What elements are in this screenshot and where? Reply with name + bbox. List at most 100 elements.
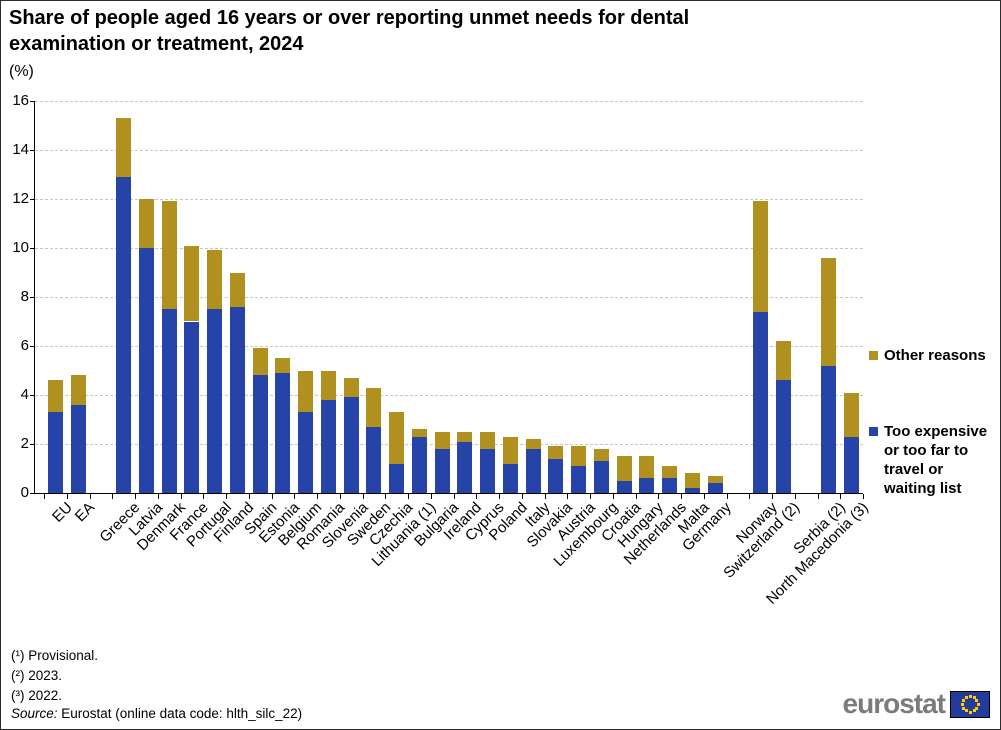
x-axis-tick	[794, 494, 796, 499]
bar-other-reasons-poland	[502, 436, 518, 464]
bar-too-expensive-denmark	[161, 309, 177, 493]
x-axis-tick	[112, 494, 114, 499]
y-axis-tick-10	[30, 248, 34, 249]
bar-too-expensive-portugal	[207, 309, 223, 493]
bar-too-expensive-france	[184, 321, 200, 493]
bar-too-expensive-austria	[571, 466, 587, 493]
bar-other-reasons-eu	[47, 380, 63, 413]
y-axis-label-4: 4	[20, 386, 29, 403]
y-axis-tick-16	[30, 101, 34, 102]
y-axis-label-12: 12	[12, 190, 29, 207]
source-prefix: Source:	[11, 706, 58, 721]
bar-other-reasons-germany	[707, 475, 723, 484]
flag-star	[961, 706, 965, 710]
x-axis-tick	[294, 494, 296, 499]
x-axis-tick	[408, 494, 409, 499]
bar-too-expensive-slovenia	[343, 397, 359, 493]
flag-star	[964, 695, 968, 699]
bar-other-reasons-greece	[116, 118, 132, 177]
y-axis-line	[34, 101, 35, 494]
source-line: Source: Eurostat (online data code: hlth…	[11, 706, 302, 721]
legend-label-other-reasons: Other reasons	[884, 347, 986, 364]
x-axis-tick	[567, 494, 569, 499]
y-axis-label-16: 16	[12, 92, 29, 109]
bar-other-reasons-lithuania-1	[411, 429, 427, 437]
eurostat-logo-text: eurostat	[842, 688, 946, 719]
gridline-16	[35, 101, 863, 102]
x-axis-tick	[749, 494, 751, 499]
flag-star	[972, 709, 976, 713]
x-axis-tick	[385, 494, 387, 499]
x-axis-tick	[635, 494, 637, 499]
bar-other-reasons-ea	[70, 375, 86, 405]
legend-item-other-reasons: Other reasons	[869, 346, 986, 365]
bar-too-expensive-croatia	[616, 480, 632, 493]
x-axis-tick	[135, 494, 136, 499]
flag-star	[968, 694, 972, 698]
x-axis-tick	[499, 494, 500, 499]
y-axis-tick-0	[30, 493, 34, 494]
legend-swatch-other-reasons	[869, 351, 878, 360]
x-axis-tick	[453, 494, 455, 499]
bar-too-expensive-romania	[320, 399, 336, 493]
x-axis-tick	[339, 494, 341, 499]
bar-other-reasons-slovenia	[343, 377, 359, 398]
gridline-4	[35, 395, 863, 396]
bar-other-reasons-cyprus	[480, 431, 496, 449]
y-axis-label-14: 14	[12, 141, 29, 158]
bar-too-expensive-poland	[502, 463, 518, 493]
x-axis-tick	[89, 494, 91, 499]
bar-other-reasons-luxembourg	[593, 448, 609, 462]
x-axis-tick	[681, 494, 682, 499]
x-axis-tick	[612, 494, 614, 499]
bar-other-reasons-sweden	[366, 387, 382, 427]
x-axis-tick	[44, 494, 45, 499]
x-axis-tick	[703, 494, 705, 499]
bar-too-expensive-switzerland-2	[775, 380, 791, 493]
x-axis-tick	[726, 494, 728, 499]
unit-label: (%)	[9, 63, 34, 80]
y-axis-label-8: 8	[20, 288, 29, 305]
x-axis-tick	[521, 494, 523, 499]
bar-other-reasons-north-macedonia-3	[844, 392, 860, 437]
x-axis-tick	[476, 494, 478, 499]
gridline-12	[35, 199, 863, 200]
y-axis-tick-12	[30, 199, 34, 200]
flag-star	[976, 702, 980, 706]
bar-too-expensive-estonia	[275, 372, 291, 493]
bar-other-reasons-norway	[753, 201, 769, 312]
y-axis-label-2: 2	[20, 435, 29, 452]
flag-star	[975, 698, 979, 702]
flag-star	[960, 702, 964, 706]
bar-too-expensive-greece	[116, 176, 132, 493]
x-axis-line	[34, 493, 863, 494]
x-axis-label-ea: EA	[71, 499, 99, 526]
x-axis-tick	[271, 494, 273, 499]
bar-other-reasons-romania	[320, 370, 336, 400]
bar-other-reasons-finland	[229, 272, 245, 307]
y-axis-tick-14	[30, 150, 34, 151]
x-axis-tick	[203, 494, 205, 499]
bar-too-expensive-north-macedonia-3	[844, 436, 860, 493]
eurostat-logo: eurostat	[843, 690, 990, 718]
bar-too-expensive-serbia-2	[821, 365, 837, 493]
bar-too-expensive-malta	[684, 488, 700, 493]
bar-too-expensive-ea	[70, 404, 86, 493]
x-axis-tick	[590, 494, 591, 499]
y-axis-tick-6	[30, 346, 34, 347]
bar-other-reasons-hungary	[639, 456, 655, 479]
bar-too-expensive-belgium	[298, 412, 314, 493]
bar-too-expensive-latvia	[138, 248, 154, 493]
bar-other-reasons-croatia	[616, 456, 632, 481]
bar-too-expensive-netherlands	[662, 478, 678, 493]
bar-other-reasons-netherlands	[662, 466, 678, 479]
gridline-14	[35, 150, 863, 151]
x-axis-tick	[226, 494, 227, 499]
bar-too-expensive-norway	[753, 311, 769, 493]
bar-other-reasons-malta	[684, 473, 700, 489]
bar-other-reasons-denmark	[161, 201, 177, 310]
bar-too-expensive-czechia	[389, 463, 405, 493]
bar-too-expensive-eu	[47, 412, 63, 493]
